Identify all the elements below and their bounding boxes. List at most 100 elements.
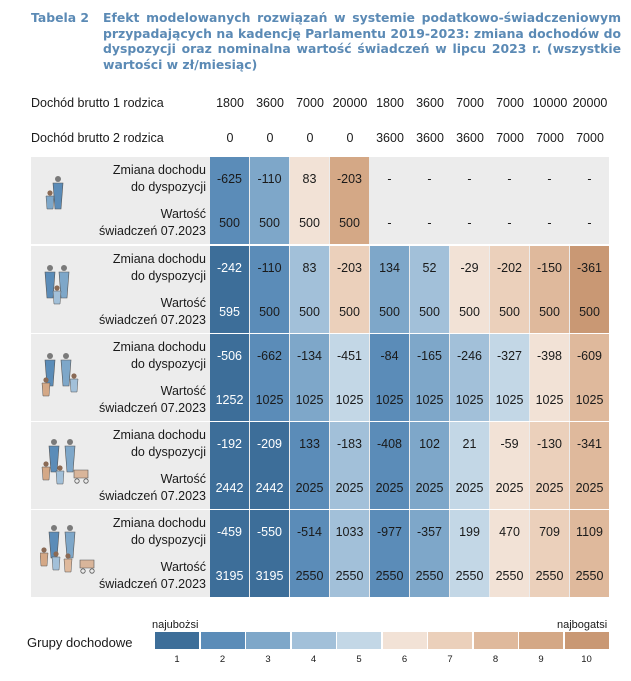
benefit-value-cell: - — [530, 201, 569, 244]
income-change-cell: 83 — [290, 246, 329, 290]
legend-richest-label: najbogatsi — [557, 619, 608, 631]
header-value: 0 — [346, 131, 354, 145]
benefit-value-cell: 500 — [410, 290, 449, 333]
header-value: 7000 — [576, 131, 604, 145]
header-value: 1800 — [376, 96, 404, 110]
income-change-cell: - — [450, 157, 489, 201]
benefit-value-cell: 2550 — [410, 554, 449, 597]
row-label-income-change: Zmiana dochodu do dyspozycji — [26, 162, 206, 196]
benefit-value-cell: 2550 — [450, 554, 489, 597]
row-label-line: Zmiana dochodu — [112, 428, 206, 442]
legend-number: 7 — [447, 654, 453, 665]
income-change-cell: 52 — [410, 246, 449, 290]
row-label-line: Zmiana dochodu — [112, 340, 206, 354]
row-label-benefit-value: Wartość świadczeń 07.2023 — [26, 559, 206, 593]
benefit-value-cell: 2442 — [250, 466, 289, 509]
income-change-cell: -514 — [290, 510, 329, 554]
header-value: 3600 — [416, 131, 444, 145]
income-change-cell: 83 — [290, 157, 329, 201]
legend-number: 1 — [174, 654, 180, 665]
income-change-cell: -977 — [370, 510, 409, 554]
couple-three-children-icon — [40, 434, 100, 499]
row-label-line: do dyspozycji — [130, 445, 206, 459]
income-change-cell: -130 — [530, 422, 569, 466]
legend-title: Grupy dochodowe — [27, 635, 133, 650]
row-label-line: do dyspozycji — [130, 180, 206, 194]
benefit-value-cell: 500 — [450, 290, 489, 333]
legend-number: 8 — [492, 654, 499, 665]
benefit-value-cell: 2025 — [490, 466, 529, 509]
income-change-cell: 134 — [370, 246, 409, 290]
benefit-value-cell: 500 — [290, 201, 329, 244]
benefit-value-cell: 1025 — [570, 378, 609, 421]
benefit-value-cell: 2025 — [530, 466, 569, 509]
row-label-line: świadczeń 07.2023 — [98, 224, 206, 238]
benefit-value-cell: 2025 — [450, 466, 489, 509]
header-row-1-label: Dochód brutto 1 rodzica — [31, 96, 164, 110]
benefit-value-cell: 2550 — [530, 554, 569, 597]
couple-four-children-icon — [39, 522, 100, 587]
benefit-value-cell: 2550 — [570, 554, 609, 597]
legend-number: 10 — [581, 654, 592, 665]
row-label-line: Wartość — [160, 560, 206, 574]
header-row-2-label: Dochód brutto 2 rodzica — [31, 131, 164, 145]
income-change-cell: -202 — [490, 246, 529, 290]
benefit-value-cell: 1025 — [290, 378, 329, 421]
legend-swatch — [246, 632, 290, 649]
benefit-value-cell: 595 — [210, 290, 249, 333]
legend-swatch — [291, 632, 336, 649]
income-change-cell: 470 — [490, 510, 529, 554]
income-change-cell: -84 — [370, 334, 409, 378]
benefit-value-cell: 500 — [370, 290, 409, 333]
income-change-cell: 1109 — [570, 510, 609, 554]
benefit-value-cell: 2550 — [330, 554, 369, 597]
header-value: 7000 — [296, 96, 324, 110]
couple-one-child-icon — [40, 258, 100, 323]
row-label-line: świadczeń 07.2023 — [98, 489, 206, 503]
row-label-line: do dyspozycji — [130, 533, 206, 547]
row-label-income-change: Zmiana dochodu do dyspozycji — [26, 515, 206, 549]
benefit-value-cell: 500 — [330, 201, 369, 244]
benefit-value-cell: 1252 — [210, 378, 249, 421]
income-change-cell: -550 — [250, 510, 289, 554]
income-change-cell: - — [410, 157, 449, 201]
legend-number: 4 — [310, 654, 317, 665]
income-change-cell: 21 — [450, 422, 489, 466]
legend-number: 5 — [356, 654, 362, 665]
benefit-value-cell: 2550 — [290, 554, 329, 597]
caption-label: Tabela 2 — [31, 10, 90, 25]
benefit-value-cell: 2025 — [330, 466, 369, 509]
benefit-value-cell: 1025 — [530, 378, 569, 421]
benefit-value-cell: 2025 — [370, 466, 409, 509]
income-change-cell: 133 — [290, 422, 329, 466]
row-label-line: Wartość — [160, 384, 206, 398]
income-change-cell: - — [370, 157, 409, 201]
income-change-cell: 709 — [530, 510, 569, 554]
income-change-cell: -246 — [450, 334, 489, 378]
income-change-cell: - — [570, 157, 609, 201]
header-value: 7000 — [496, 131, 524, 145]
header-value: 0 — [306, 131, 314, 145]
header-value: 10000 — [532, 96, 568, 110]
income-change-cell: -165 — [410, 334, 449, 378]
header-value: 7000 — [456, 96, 484, 110]
income-change-cell: -110 — [250, 157, 289, 201]
benefit-value-cell: 1025 — [370, 378, 409, 421]
legend-poorest-label: najubożsi — [152, 619, 199, 631]
income-change-cell: -398 — [530, 334, 569, 378]
row-label-line: Zmiana dochodu — [112, 163, 206, 177]
row-label-benefit-value: Wartość świadczeń 07.2023 — [26, 383, 206, 417]
income-change-cell: -110 — [250, 246, 289, 290]
legend-swatch — [473, 632, 518, 649]
header-value: 20000 — [572, 96, 608, 110]
income-change-cell: -662 — [250, 334, 289, 378]
header-value: 20000 — [332, 96, 368, 110]
benefit-value-cell: 500 — [530, 290, 569, 333]
benefit-value-cell: 2550 — [370, 554, 409, 597]
row-label-income-change: Zmiana dochodu do dyspozycji — [26, 339, 206, 373]
legend-swatch — [200, 632, 245, 649]
income-change-cell: -29 — [450, 246, 489, 290]
benefit-value-cell: 500 — [570, 290, 609, 333]
row-label-benefit-value: Wartość świadczeń 07.2023 — [26, 295, 206, 329]
header-value: 0 — [266, 131, 274, 145]
